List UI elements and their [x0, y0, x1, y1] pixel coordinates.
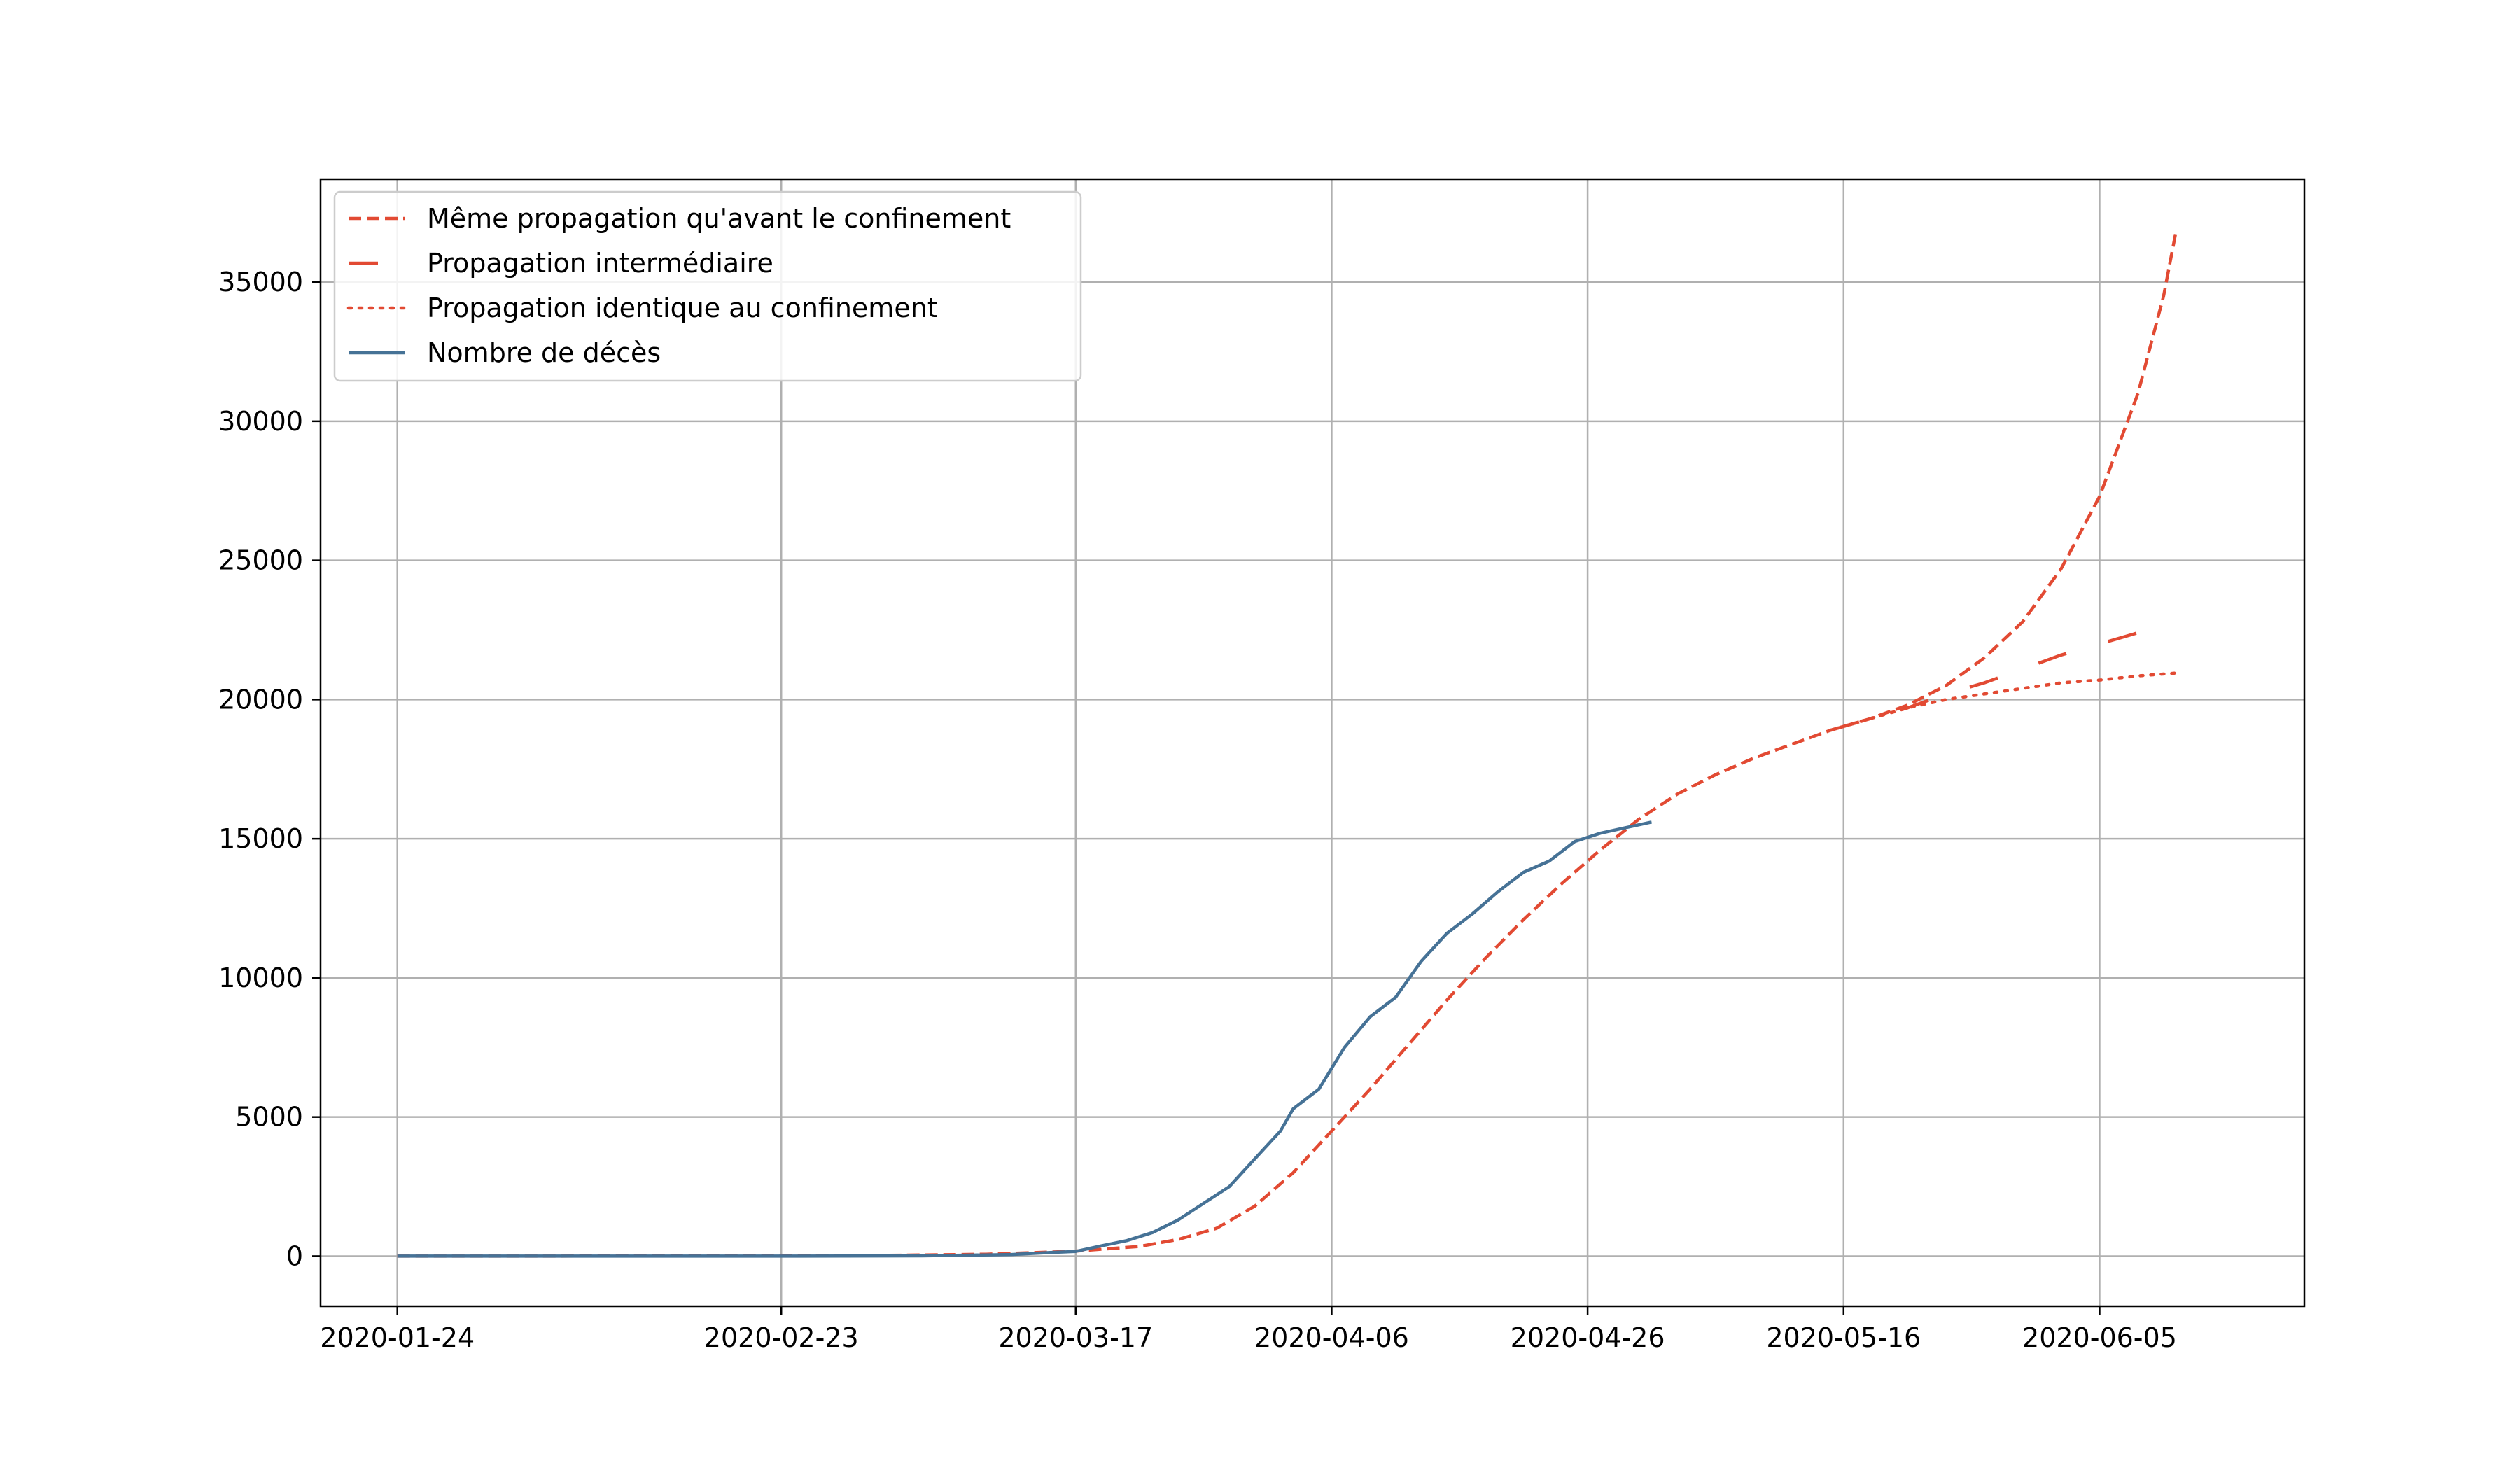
- legend-label-4: Nombre de décès: [427, 337, 661, 368]
- x-tick-label: 2020-03-17: [998, 1322, 1153, 1353]
- legend-label-3: Propagation identique au confinement: [427, 293, 938, 323]
- y-tick-label: 15000: [218, 823, 303, 854]
- y-axis: 0 5000 10000 15000 20000 25000 30000 35000: [218, 267, 321, 1271]
- legend-label-1: Même propagation qu'avant le confinement: [427, 203, 1011, 234]
- x-tick-label: 2020-04-06: [1254, 1322, 1409, 1353]
- series-line-3: [1829, 671, 2178, 732]
- y-tick-label: 25000: [218, 545, 303, 576]
- y-tick-label: 0: [286, 1240, 303, 1271]
- y-tick-label: 30000: [218, 406, 303, 437]
- x-tick-label: 2020-01-24: [320, 1322, 475, 1353]
- legend-box: [333, 190, 1082, 382]
- legend-label-2: Propagation intermédiaire: [427, 248, 774, 279]
- series-line-2: [1830, 625, 2152, 732]
- plot-frame: [319, 178, 2306, 1308]
- y-tick-label: 5000: [235, 1102, 303, 1133]
- series-layer: [397, 229, 2178, 1258]
- y-tick-label: 10000: [218, 962, 303, 993]
- legend: Même propagation qu'avant le confinement…: [333, 190, 1082, 382]
- x-tick-label: 2020-04-26: [1511, 1322, 1665, 1353]
- x-axis: 2020-01-24 2020-02-23 2020-03-17 2020-04-06…: [320, 1306, 2177, 1353]
- y-tick-label: 20000: [218, 684, 303, 715]
- series-line-4: [397, 820, 1652, 1258]
- x-tick-label: 2020-02-23: [704, 1322, 859, 1353]
- y-tick-label: 35000: [218, 267, 303, 298]
- x-tick-label: 2020-05-16: [1766, 1322, 1921, 1353]
- x-tick-label: 2020-06-05: [2022, 1322, 2177, 1353]
- series-line-1: [397, 229, 2178, 1258]
